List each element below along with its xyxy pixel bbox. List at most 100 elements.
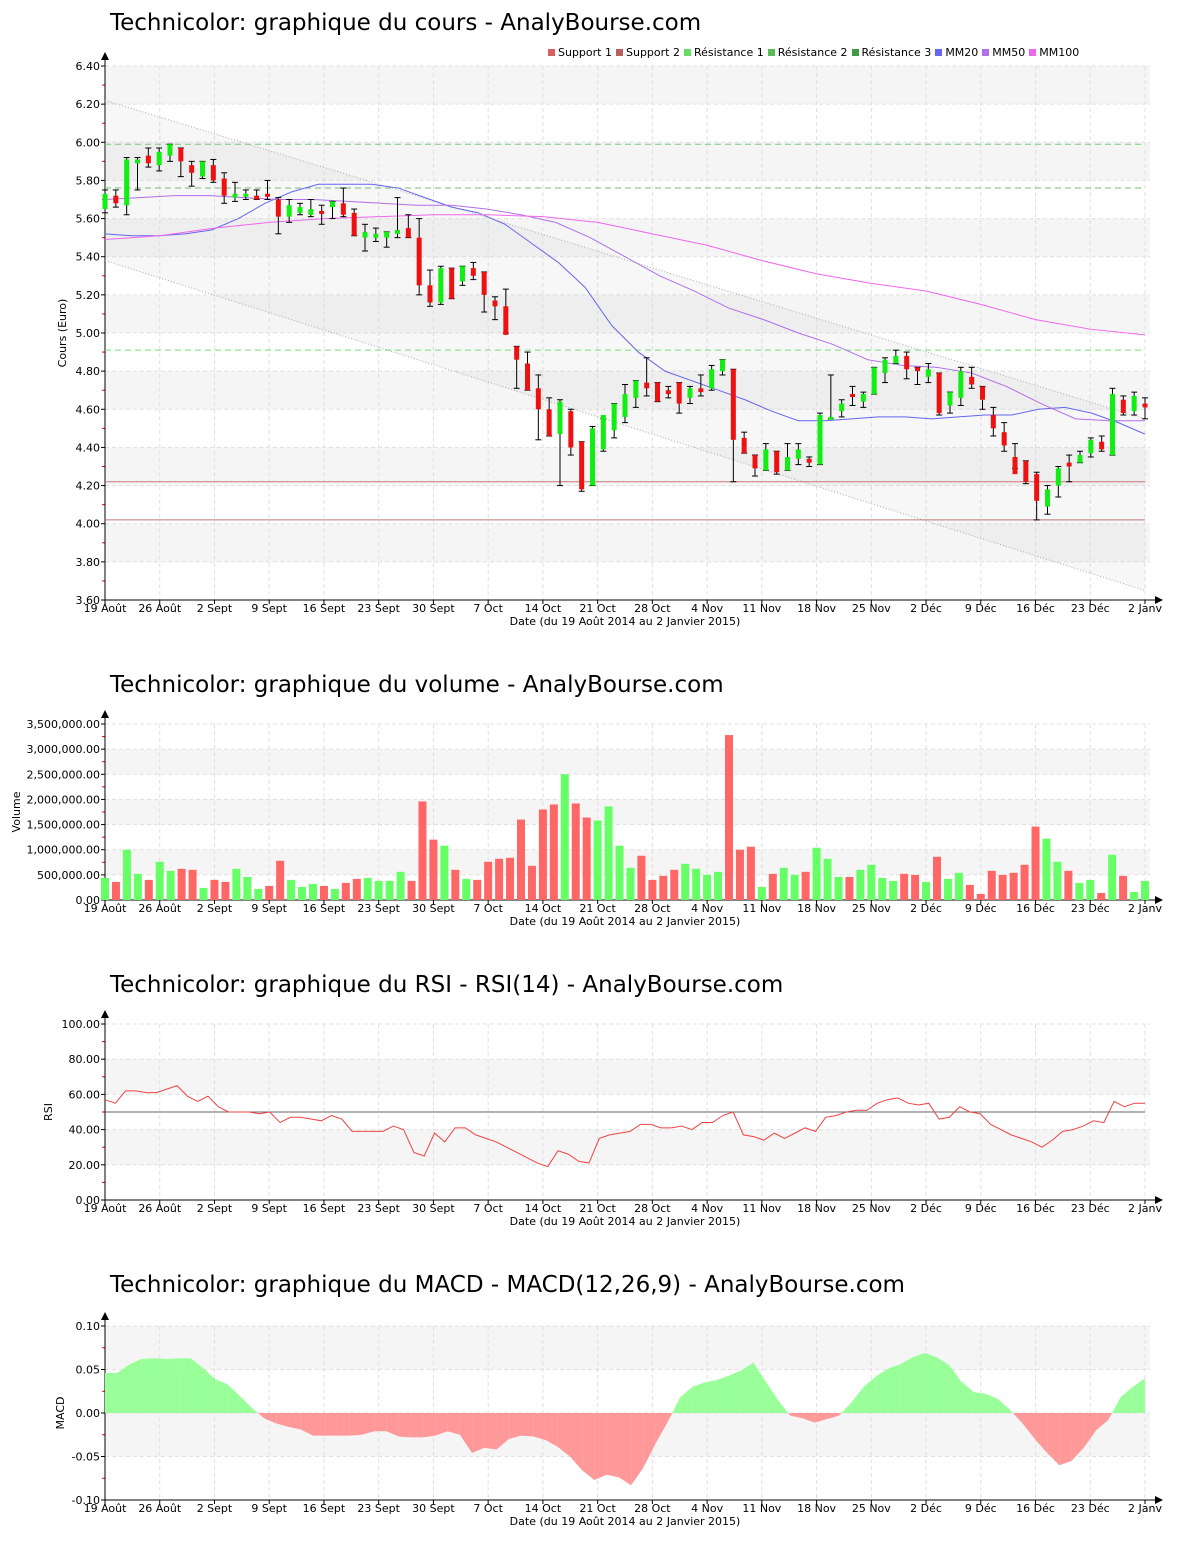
svg-text:23 Déc: 23 Déc [1071,1202,1110,1215]
svg-text:14 Oct: 14 Oct [525,602,562,615]
svg-text:2,500,000.00: 2,500,000.00 [27,768,100,781]
svg-text:9 Déc: 9 Déc [965,902,997,915]
svg-text:11 Nov: 11 Nov [742,902,781,915]
svg-text:19 Août: 19 Août [84,602,128,615]
svg-text:Date (du 19 Août 2014 au 2 Jan: Date (du 19 Août 2014 au 2 Janvier 2015) [510,615,741,628]
svg-text:-0.05: -0.05 [72,1451,100,1464]
price-chart: 19 Août 26 Août 2 Sept 9 Sept 16 Sept 23 Sept… [56,52,1163,628]
svg-text:2 Sept: 2 Sept [197,1502,233,1515]
svg-text:23 Sept: 23 Sept [357,602,400,615]
rsi-chart: 19 Août 26 Août 2 Sept 9 Sept 16 Sept 23 Sept… [42,1010,1163,1228]
svg-text:16 Déc: 16 Déc [1016,1502,1055,1515]
volume-chart: 19 Août 26 Août 2 Sept 9 Sept 16 Sept 23 Sept… [10,710,1163,928]
svg-text:18 Nov: 18 Nov [797,1202,836,1215]
svg-text:3,000,000.00: 3,000,000.00 [27,743,100,756]
svg-text:-0.10: -0.10 [72,1494,100,1507]
svg-text:21 Oct: 21 Oct [579,902,616,915]
svg-text:0.00: 0.00 [76,1194,101,1207]
svg-text:23 Déc: 23 Déc [1071,902,1110,915]
svg-text:16 Sept: 16 Sept [303,1202,346,1215]
svg-text:0.00: 0.00 [76,894,101,907]
svg-text:30 Sept: 30 Sept [412,1202,455,1215]
svg-text:25 Nov: 25 Nov [852,1502,891,1515]
svg-text:23 Sept: 23 Sept [357,902,400,915]
svg-text:9 Déc: 9 Déc [965,602,997,615]
legend-swatch-icon [767,49,775,56]
svg-text:4 Nov: 4 Nov [691,902,723,915]
svg-text:1,500,000.00: 1,500,000.00 [27,819,100,832]
legend-swatch-icon [851,49,859,56]
svg-text:2 Déc: 2 Déc [910,1202,942,1215]
svg-text:28 Oct: 28 Oct [634,902,671,915]
svg-text:2 Sept: 2 Sept [197,1202,233,1215]
svg-text:26 Août: 26 Août [138,602,182,615]
legend-item: MM20 [935,46,978,59]
svg-text:Volume: Volume [10,791,23,832]
svg-text:60.00: 60.00 [69,1088,101,1101]
svg-text:14 Oct: 14 Oct [525,902,562,915]
svg-text:2 Déc: 2 Déc [910,902,942,915]
svg-text:30 Sept: 30 Sept [412,602,455,615]
svg-text:2,000,000.00: 2,000,000.00 [27,793,100,806]
svg-text:23 Déc: 23 Déc [1071,602,1110,615]
svg-text:5.00: 5.00 [76,327,101,340]
svg-text:40.00: 40.00 [69,1124,101,1137]
svg-text:9 Déc: 9 Déc [965,1502,997,1515]
legend-swatch-icon [548,49,555,56]
svg-text:5.80: 5.80 [76,174,101,187]
svg-text:16 Déc: 16 Déc [1016,902,1055,915]
svg-text:16 Sept: 16 Sept [303,602,346,615]
svg-text:23 Sept: 23 Sept [357,1202,400,1215]
legend-item: Résistance 2 [767,46,848,59]
rsi-chart-title: Technicolor: graphique du RSI - RSI(14) … [110,972,784,998]
svg-text:20.00: 20.00 [69,1159,101,1172]
svg-text:23 Sept: 23 Sept [357,1502,400,1515]
svg-text:Date (du 19 Août 2014 au 2 Jan: Date (du 19 Août 2014 au 2 Janvier 2015) [510,1515,741,1528]
svg-text:14 Oct: 14 Oct [525,1202,562,1215]
legend-swatch-icon [683,49,691,56]
svg-text:4 Nov: 4 Nov [691,1502,723,1515]
volume-chart-title: Technicolor: graphique du volume - Analy… [110,672,724,698]
svg-text:0.00: 0.00 [76,1407,101,1420]
svg-text:Date (du 19 Août 2014 au 2 Jan: Date (du 19 Août 2014 au 2 Janvier 2015) [510,1215,741,1228]
svg-text:4.20: 4.20 [76,480,101,493]
svg-text:2 Janv: 2 Janv [1128,1502,1162,1515]
legend-swatch-icon [1029,49,1037,56]
svg-text:2 Janv: 2 Janv [1128,902,1162,915]
svg-text:2 Janv: 2 Janv [1128,1202,1162,1215]
svg-text:4 Nov: 4 Nov [691,602,723,615]
svg-text:25 Nov: 25 Nov [852,1202,891,1215]
svg-text:500,000.00: 500,000.00 [37,869,100,882]
svg-text:11 Nov: 11 Nov [742,1202,781,1215]
svg-text:30 Sept: 30 Sept [412,902,455,915]
svg-text:30 Sept: 30 Sept [412,1502,455,1515]
svg-text:25 Nov: 25 Nov [852,602,891,615]
svg-text:28 Oct: 28 Oct [634,1202,671,1215]
svg-text:26 Août: 26 Août [138,1202,182,1215]
svg-text:2 Janv: 2 Janv [1128,602,1162,615]
svg-text:5.60: 5.60 [76,213,101,226]
svg-text:2 Sept: 2 Sept [197,902,233,915]
svg-text:6.40: 6.40 [76,60,101,73]
svg-text:25 Nov: 25 Nov [852,902,891,915]
svg-text:26 Août: 26 Août [138,902,182,915]
svg-text:7 Oct: 7 Oct [473,902,503,915]
svg-text:7 Oct: 7 Oct [473,602,503,615]
svg-text:4.60: 4.60 [76,403,101,416]
svg-text:16 Sept: 16 Sept [303,1502,346,1515]
svg-text:RSI: RSI [42,1103,55,1121]
svg-text:MACD: MACD [54,1397,67,1430]
legend-swatch-icon [615,49,623,56]
legend-item: Support 1 [548,46,612,59]
legend-item: MM100 [1029,46,1079,59]
svg-text:21 Oct: 21 Oct [579,1502,616,1515]
svg-text:7 Oct: 7 Oct [473,1202,503,1215]
svg-text:2 Déc: 2 Déc [910,1502,942,1515]
svg-text:16 Déc: 16 Déc [1016,602,1055,615]
svg-text:Cours (Euro): Cours (Euro) [56,299,69,368]
svg-text:14 Oct: 14 Oct [525,1502,562,1515]
svg-text:4.80: 4.80 [76,365,101,378]
price-chart-title: Technicolor: graphique du cours - AnalyB… [110,10,702,36]
svg-text:28 Oct: 28 Oct [634,1502,671,1515]
svg-text:18 Nov: 18 Nov [797,602,836,615]
